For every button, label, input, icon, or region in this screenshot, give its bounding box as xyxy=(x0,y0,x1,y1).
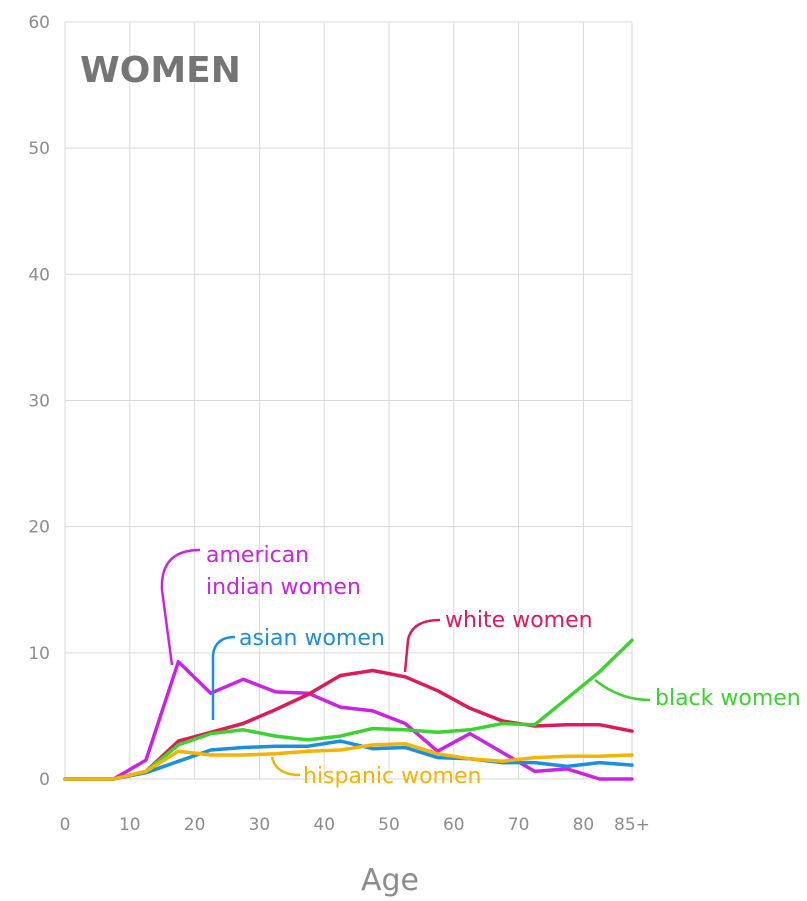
leader-american-indian-women xyxy=(160,548,201,666)
y-tick-label-20: 20 xyxy=(28,518,50,538)
x-axis-ticks: 0 10 20 30 40 50 60 70 80 85+ xyxy=(60,815,650,835)
label-asian-women: black women xyxy=(655,686,801,711)
y-tick-label-10: 10 xyxy=(28,644,50,664)
x-tick-label-50: 50 xyxy=(378,815,400,835)
y-tick-label-50: 50 xyxy=(28,139,50,159)
series-lines xyxy=(63,638,634,781)
x-tick-label-0: 0 xyxy=(60,815,71,835)
x-axis-label: Age xyxy=(361,863,419,898)
y-axis-ticks: 0 10 20 30 40 50 60 xyxy=(28,13,50,790)
label-american-indian-women-line2: indian women xyxy=(206,575,361,600)
chart-title: WOMEN xyxy=(80,50,241,91)
x-tick-label-70: 70 xyxy=(508,815,530,835)
x-tick-label-85+: 85+ xyxy=(614,815,650,835)
leader-white-women xyxy=(403,618,441,673)
label-black-women: asian women xyxy=(239,626,385,651)
leader-asian-women xyxy=(594,679,651,702)
x-tick-label-80: 80 xyxy=(573,815,595,835)
y-tick-label-60: 60 xyxy=(28,13,50,33)
series-line-white-women xyxy=(63,668,634,781)
x-tick-label-40: 40 xyxy=(313,815,335,835)
leader-hispanic-women xyxy=(270,756,301,777)
grid xyxy=(64,21,633,780)
series-line-black-women xyxy=(63,739,634,781)
series-line-asian-women xyxy=(63,638,634,781)
y-tick-label-30: 30 xyxy=(28,392,50,412)
x-tick-label-30: 30 xyxy=(249,815,271,835)
x-tick-label-20: 20 xyxy=(184,815,206,835)
leader-black-women xyxy=(211,635,236,720)
label-hispanic-women: hispanic women xyxy=(303,764,481,789)
series-line-hispanic-women xyxy=(63,741,634,781)
y-tick-label-40: 40 xyxy=(28,265,50,285)
x-tick-label-10: 10 xyxy=(119,815,141,835)
label-american-indian-women: american indian women xyxy=(206,543,361,600)
series-annotations: american indian women white women asian … xyxy=(160,543,801,789)
y-tick-label-0: 0 xyxy=(39,770,50,790)
series-line-american-indian-women xyxy=(63,659,634,781)
label-american-indian-women-line1: american xyxy=(206,543,309,568)
label-white-women: white women xyxy=(445,608,593,633)
x-tick-label-60: 60 xyxy=(443,815,465,835)
